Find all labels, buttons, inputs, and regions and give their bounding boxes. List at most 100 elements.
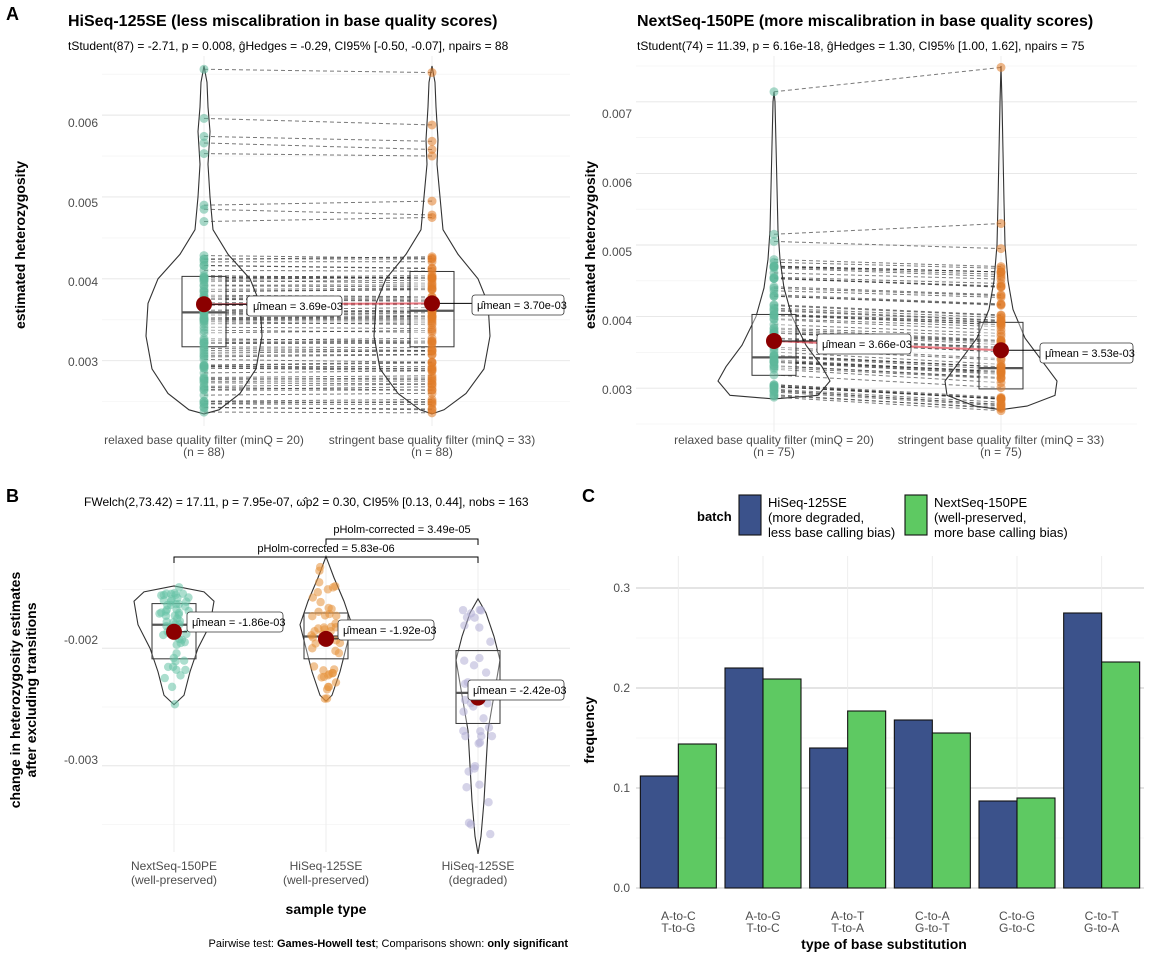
data-point [309, 662, 319, 671]
pair-line [773, 240, 1002, 250]
pair-line [203, 68, 433, 74]
data-point [179, 656, 189, 665]
violin-outline [455, 597, 501, 854]
panel-c-legend: batch HiSeq-125SE(more degraded,less base… [697, 494, 1068, 540]
bar [639, 775, 679, 889]
panel-a2-xtick: relaxed base quality filter (minQ = 20) [674, 433, 874, 447]
data-point [199, 265, 209, 275]
pair-line [773, 261, 1002, 269]
panel-a2-ytick: 0.004 [602, 314, 632, 328]
pair-line [203, 255, 433, 259]
data-point [475, 623, 484, 632]
pair-line [773, 277, 1002, 288]
pair-line [773, 367, 1002, 380]
data-point [427, 136, 437, 146]
data-point [769, 229, 779, 239]
pair-line [203, 276, 433, 280]
pair-line [203, 346, 433, 349]
pair-line [203, 398, 433, 402]
bar [724, 667, 764, 889]
panel-a-ylabel: estimated heterozygosity [12, 161, 28, 329]
legend-label: (well-preserved, [934, 510, 1026, 525]
data-point [427, 408, 437, 418]
pair-line [773, 310, 1002, 322]
mean-label: μ̂mean = 3.69e-03 [253, 301, 343, 313]
data-point [427, 280, 437, 290]
pair-line [203, 406, 433, 411]
pair-line [773, 327, 1002, 337]
panel-a2-stats: tStudent(74) = 11.39, p = 6.16e-18, ĝHed… [637, 39, 1085, 53]
data-point [470, 613, 479, 622]
panel-a2-geoms [717, 62, 1058, 416]
panel-b-ylabel-2: after excluding transitions [23, 602, 39, 777]
panel-b-ytick: -0.003 [64, 753, 98, 767]
bar [893, 719, 933, 889]
data-point [487, 731, 497, 741]
bar [931, 732, 971, 889]
data-point [199, 64, 209, 74]
panel-a-geoms [145, 64, 491, 418]
pair-line [203, 329, 433, 333]
pair-line [773, 385, 1002, 399]
panel-label-b: B [6, 486, 19, 506]
pair-line [773, 348, 1002, 361]
panel-a-grid [102, 56, 570, 426]
pair-line [203, 279, 433, 283]
pair-line [773, 287, 1002, 297]
panel-c-xlabel: type of base substitution [801, 936, 967, 952]
bar [847, 710, 887, 889]
pair-line [203, 383, 433, 387]
pair-line [773, 360, 1002, 372]
panel-a2-ytick: 0.007 [602, 107, 632, 121]
data-point [427, 151, 437, 161]
bar [677, 743, 717, 889]
panel-c-ylabel: frequency [581, 696, 597, 763]
legend-label: less base calling bias) [768, 525, 895, 540]
data-point [769, 283, 779, 293]
data-point [199, 254, 209, 264]
panel-c-ticks: 0.0 0.1 0.2 0.3 A-to-CT-to-G A-to-GT-to-C A-to… [613, 581, 1119, 935]
data-point [462, 783, 471, 792]
bar [1101, 661, 1141, 889]
panel-a2-ytick: 0.006 [602, 176, 632, 190]
data-point [769, 236, 779, 246]
data-point [486, 637, 495, 646]
data-point [199, 325, 209, 335]
data-point [469, 661, 479, 670]
panel-a2-ytick: 0.003 [602, 383, 632, 397]
mean-label-box [337, 619, 435, 641]
data-point [476, 727, 485, 736]
mean-label-box [186, 611, 284, 633]
pair-line [203, 285, 433, 288]
panel-c-xtick: G-to-T [915, 921, 950, 935]
data-point [427, 346, 437, 356]
data-point [427, 357, 437, 367]
data-point [769, 87, 779, 97]
pair-line [203, 316, 433, 319]
bar [1016, 797, 1056, 889]
panel-a2-xtick-n: (n = 75) [753, 445, 795, 459]
data-point [427, 68, 437, 78]
legend-swatch [738, 494, 762, 536]
data-point [159, 596, 168, 605]
panel-b-xtick-sub: (well-preserved) [283, 873, 369, 887]
data-point [484, 798, 493, 807]
pair-line [203, 340, 433, 343]
panel-c-ytick: 0.2 [613, 681, 630, 695]
pair-line [773, 318, 1002, 328]
data-point [331, 646, 340, 656]
pair-line [203, 377, 433, 380]
panel-c-xtick: T-to-G [661, 921, 695, 935]
data-point [464, 767, 473, 776]
data-point [427, 327, 437, 337]
pair-line [773, 374, 1002, 389]
data-point [996, 62, 1006, 72]
mean-label: μ̂mean = -1.86e-03 [192, 617, 285, 629]
pair-line [773, 304, 1002, 316]
data-point [769, 351, 779, 361]
legend-label: HiSeq-125SE [768, 495, 847, 510]
data-point [996, 378, 1006, 388]
panel-a-hiseq: HiSeq-125SE (less miscalibration in base… [12, 13, 570, 459]
data-point [460, 695, 470, 705]
panel-a-xtick-n: (n = 88) [411, 445, 453, 459]
